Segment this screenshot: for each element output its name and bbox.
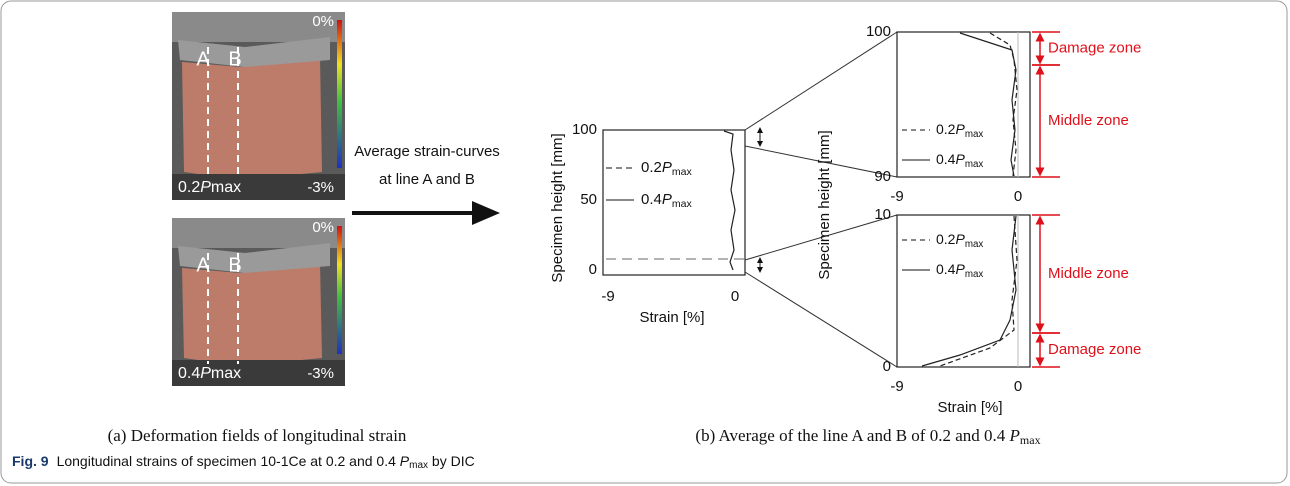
y-tick-label: 0 (589, 261, 597, 278)
curve (723, 130, 736, 271)
scale-label: 0% (312, 13, 334, 30)
y-axis-label: Specimen height [mm] (816, 130, 833, 279)
symbol: P (955, 151, 965, 167)
plot-frame (896, 214, 1031, 368)
symbol: P (955, 261, 965, 277)
zoom-line (744, 145, 898, 178)
colorbar (337, 226, 342, 354)
specimen (182, 57, 322, 180)
y-tick-label: 100 (866, 23, 891, 40)
legend-entry: 0.2Pmax (936, 231, 983, 250)
subcaption: (a) Deformation fields of longitudinal s… (108, 426, 407, 445)
symbol: P (662, 191, 672, 208)
symbol: P (1009, 426, 1020, 445)
photo-base (172, 360, 345, 386)
value: 0.4 (936, 151, 956, 167)
legend-entry: 0.2Pmax (936, 121, 983, 140)
y-axis-label: Specimen height [mm] (549, 133, 566, 282)
subscript: max (672, 166, 693, 178)
line-label: B (228, 254, 241, 276)
load-label: 0.2Pmax (178, 179, 241, 196)
subscript: max (965, 129, 984, 140)
y-tick-label: 50 (580, 191, 597, 208)
symbol: P (200, 365, 211, 382)
subscript: max (965, 239, 984, 250)
figure-caption: Fig. 9 Longitudinal strains of specimen 1… (12, 453, 475, 471)
y-tick-label: 100 (572, 121, 597, 138)
load-label: 0.4Pmax (178, 365, 241, 382)
scale-label: -3% (307, 365, 334, 382)
legend-entry: 0.4Pmax (641, 191, 692, 210)
x-tick-label: -9 (601, 288, 614, 305)
zone-label: Damage zone (1048, 341, 1141, 358)
specimen-cap (178, 243, 330, 273)
zoom-line (744, 31, 898, 131)
subscript: max (672, 198, 693, 210)
line-label: A (196, 254, 210, 276)
symbol: P (662, 159, 672, 176)
value: 0.2 (178, 179, 200, 196)
subcaption: (b) Average of the line A and B of 0.2 a… (695, 426, 1040, 447)
curve (921, 215, 1017, 367)
scale-label: 0% (312, 219, 334, 236)
y-tick-label: 0 (883, 358, 891, 375)
arrow-text: Average strain-curves (354, 143, 500, 160)
y-tick-label: 90 (874, 168, 891, 185)
photo-background (172, 12, 345, 42)
symbol: P (955, 231, 965, 247)
zoom-line (744, 271, 898, 368)
symbol: P (955, 121, 965, 137)
x-axis-label: Strain [%] (937, 399, 1002, 416)
value: 0.2 (936, 121, 956, 137)
plot-frame (602, 129, 746, 276)
photo-base (172, 174, 345, 200)
legend-entry: 0.4Pmax (936, 151, 983, 170)
legend-entry: 0.4Pmax (936, 261, 983, 280)
curve (989, 32, 1018, 177)
value: 0.4 (641, 191, 662, 208)
text: by DIC (428, 453, 475, 469)
text: Longitudinal strains of specimen 10-1Ce … (57, 453, 400, 469)
x-tick-label: -9 (890, 378, 903, 395)
text: (b) Average of the line A and B of 0.2 a… (695, 426, 1009, 445)
value: 0.2 (641, 159, 662, 176)
symbol: P (400, 453, 410, 469)
line-label: B (228, 48, 241, 70)
x-axis-label: Strain [%] (639, 309, 704, 326)
curve (959, 32, 1017, 177)
zoom-line (744, 214, 898, 261)
subscript: max (409, 460, 428, 471)
curve (939, 215, 1018, 367)
specimen (182, 263, 322, 366)
photo-background (172, 218, 345, 248)
subscript: max (965, 159, 984, 170)
x-tick-label: 0 (731, 288, 739, 305)
subscript: max (1020, 433, 1041, 447)
scale-label: -3% (307, 179, 334, 196)
symbol: P (200, 179, 211, 196)
value: 0.2 (936, 231, 956, 247)
text: max (211, 365, 241, 382)
plot-frame (896, 31, 1031, 178)
x-tick-label: 0 (1014, 378, 1022, 395)
subscript: max (965, 269, 984, 280)
zone-label: Middle zone (1048, 112, 1129, 129)
x-tick-label: -9 (890, 188, 903, 205)
arrow-text: at line A and B (379, 171, 475, 188)
x-tick-label: 0 (1014, 188, 1022, 205)
colorbar (337, 20, 342, 168)
zone-label: Middle zone (1048, 265, 1129, 282)
y-tick-label: 10 (874, 206, 891, 223)
value: 0.4 (178, 365, 200, 382)
line-label: A (196, 48, 210, 70)
caption-label: Fig. 9 (12, 453, 49, 469)
specimen-cap (178, 37, 330, 67)
value: 0.4 (936, 261, 956, 277)
text: max (211, 179, 241, 196)
legend-entry: 0.2Pmax (641, 159, 692, 178)
zone-label: Damage zone (1048, 39, 1141, 56)
